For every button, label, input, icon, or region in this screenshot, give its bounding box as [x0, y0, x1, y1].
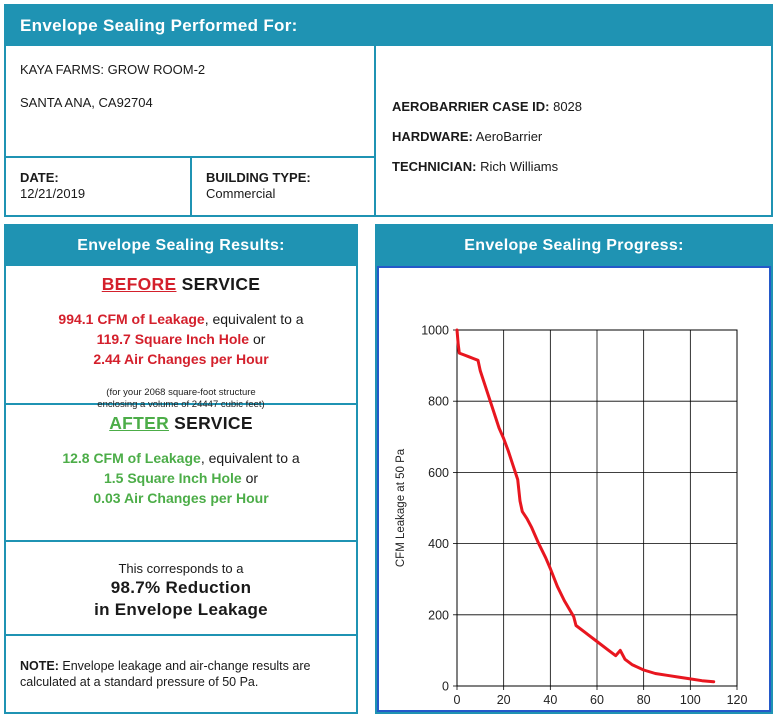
- case-id-value: 8028: [553, 99, 583, 114]
- results-header: Envelope Sealing Results:: [6, 226, 356, 266]
- after-hole: 1.5 Square Inch Hole: [103, 470, 242, 486]
- case-id-label: AEROBARRIER CASE ID:: [392, 99, 550, 114]
- x-tick-label: 80: [637, 693, 651, 707]
- before-metrics: 994.1 CFM of Leakage, equivalent to a 11…: [6, 309, 356, 369]
- customer-name: KAYA FARMS: GROW ROOM-2: [20, 62, 206, 77]
- reduction-percent: 98.7% Reduction: [110, 578, 252, 597]
- y-tick-label: 1000: [421, 324, 449, 338]
- x-tick-label: 0: [454, 693, 461, 707]
- footnote-line-2: enclosing a volume of 24447 cubic feet): [97, 399, 265, 410]
- x-tick-label: 20: [497, 693, 511, 707]
- customer-info: KAYA FARMS: GROW ROOM-2 SANTA ANA, CA927…: [20, 60, 205, 112]
- footnote-line-1: (for your 2068 square-foot structure: [106, 387, 256, 398]
- before-hole: 119.7 Square Inch Hole: [96, 331, 250, 347]
- after-word: AFTER: [109, 413, 170, 433]
- date-label: DATE:: [20, 170, 59, 185]
- before-ach: 2.44 Air Changes per Hour: [93, 351, 269, 367]
- reduction-section: This corresponds to a 98.7% Reduction in…: [6, 542, 356, 636]
- date-cell: DATE: 12/21/2019: [6, 158, 192, 215]
- case-id-row: AEROBARRIER CASE ID: 8028: [392, 92, 582, 122]
- hardware-row: HARDWARE: AeroBarrier: [392, 122, 582, 152]
- results-panel: Envelope Sealing Results: BEFORE SERVICE…: [4, 224, 358, 714]
- progress-chart: 02040608010012002004006008001000Sealing …: [395, 324, 748, 708]
- y-axis-title: CFM Leakage at 50 Pa: [395, 448, 407, 567]
- technician-row: TECHNICIAN: Rich Williams: [392, 152, 582, 182]
- customer-column: KAYA FARMS: GROW ROOM-2 SANTA ANA, CA927…: [6, 46, 376, 215]
- after-service-section: AFTER SERVICE 12.8 CFM of Leakage, equiv…: [6, 405, 356, 542]
- note-section: NOTE: Envelope leakage and air-change re…: [6, 636, 356, 712]
- performed-for-header: Envelope Sealing Performed For:: [6, 6, 771, 46]
- building-type-label: BUILDING TYPE:: [206, 170, 311, 185]
- progress-panel: Envelope Sealing Progress: 0 20 40 60 80 100 1…: [375, 224, 773, 714]
- reduction-subject: in Envelope Leakage: [94, 600, 268, 619]
- technician-value: Rich Williams: [480, 159, 559, 174]
- y-tick-label: 600: [428, 466, 449, 480]
- leakage-series-line: [455, 328, 716, 684]
- building-type-cell: BUILDING TYPE: Commercial: [206, 158, 311, 215]
- after-hole-suffix: or: [241, 470, 259, 486]
- y-tick-label: 800: [428, 395, 449, 409]
- y-tick-label: 0: [442, 680, 449, 694]
- after-cfm: 12.8 CFM of Leakage: [62, 450, 201, 466]
- after-metrics: 12.8 CFM of Leakage, equivalent to a 1.5…: [6, 448, 356, 508]
- hardware-label: HARDWARE:: [392, 129, 473, 144]
- after-service-title: AFTER SERVICE: [6, 413, 356, 434]
- note-label: NOTE:: [20, 659, 59, 673]
- building-type-value: Commercial: [206, 186, 276, 201]
- before-hole-suffix: or: [249, 331, 266, 347]
- reduction-intro: This corresponds to a: [118, 561, 244, 576]
- x-tick-label: 40: [543, 693, 557, 707]
- x-tick-label: 100: [680, 693, 701, 707]
- case-info: AEROBARRIER CASE ID: 8028 HARDWARE: Aero…: [392, 92, 582, 182]
- x-tick-label: 120: [727, 693, 748, 707]
- date-value: 12/21/2019: [20, 186, 86, 201]
- hardware-value: AeroBarrier: [475, 129, 543, 144]
- y-tick-label: 400: [428, 537, 449, 551]
- after-cfm-suffix: , equivalent to a: [200, 450, 300, 466]
- structure-footnote: (for your 2068 square-foot structure enc…: [6, 387, 356, 411]
- after-ach: 0.03 Air Changes per Hour: [93, 490, 269, 506]
- performed-for-panel: Envelope Sealing Performed For: KAYA FAR…: [4, 4, 773, 217]
- before-cfm: 994.1 CFM of Leakage: [58, 311, 205, 327]
- after-service-word: SERVICE: [169, 413, 253, 433]
- before-word: BEFORE: [101, 274, 177, 294]
- note-text: Envelope leakage and air-change results …: [20, 659, 311, 689]
- x-tick-label: 60: [590, 693, 604, 707]
- customer-address: SANTA ANA, CA92704: [20, 95, 153, 110]
- y-tick-label: 200: [428, 608, 449, 622]
- progress-header: Envelope Sealing Progress:: [377, 226, 771, 266]
- chart-frame: 02040608010012002004006008001000Sealing …: [377, 266, 771, 712]
- before-service-section: BEFORE SERVICE 994.1 CFM of Leakage, equ…: [6, 266, 356, 410]
- before-cfm-suffix: , equivalent to a: [204, 311, 304, 327]
- technician-label: TECHNICIAN:: [392, 159, 477, 174]
- performed-for-body: KAYA FARMS: GROW ROOM-2 SANTA ANA, CA927…: [6, 46, 771, 215]
- date-row: DATE: 12/21/2019 BUILDING TYPE: Commerci…: [6, 156, 374, 215]
- before-service-title: BEFORE SERVICE: [6, 274, 356, 295]
- before-service-word: SERVICE: [176, 274, 261, 294]
